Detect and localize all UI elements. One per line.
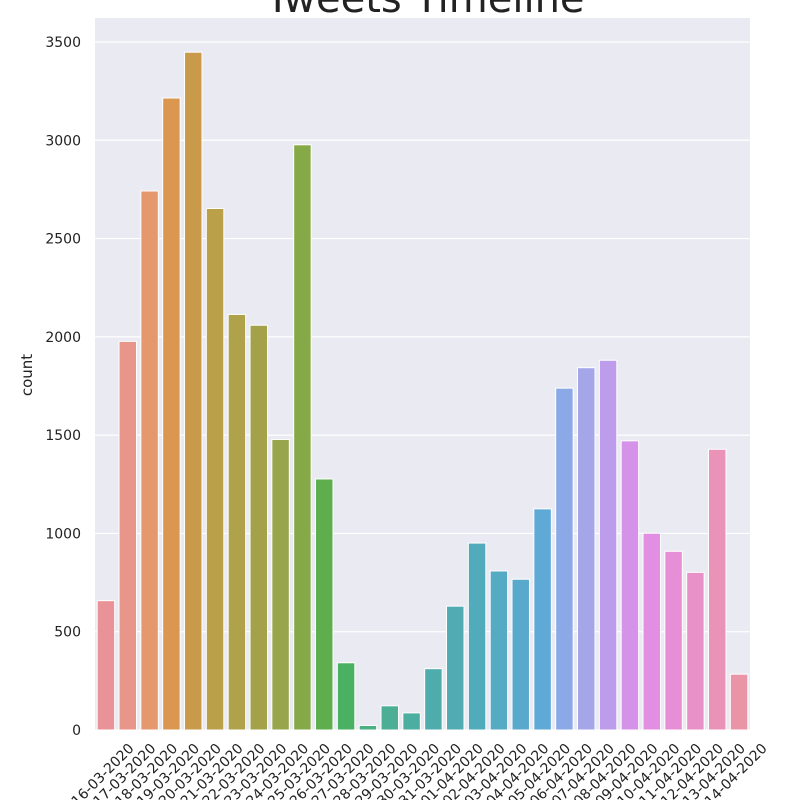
bar [227,313,247,731]
bar [205,207,225,731]
bar [467,542,487,731]
bar [380,705,399,731]
bar [402,712,421,731]
bar [620,440,640,731]
bar [96,600,116,731]
bar [118,340,137,731]
bar [424,668,443,731]
bar [162,97,181,731]
bar [140,190,159,731]
bar [446,605,465,731]
y-tick-label: 500 [54,625,81,641]
y-tick-label: 3000 [45,133,81,149]
bar [293,144,312,731]
bar [598,359,618,731]
bar [577,367,596,731]
bar [315,478,334,731]
bar [533,508,552,731]
bar [184,51,203,731]
bar [249,324,268,731]
y-tick-label: 0 [72,723,81,739]
bar [271,438,290,731]
y-tick-label: 3500 [45,35,81,51]
y-tick-label: 1000 [45,526,81,542]
y-tick-label: 2000 [45,330,81,346]
y-tick-label: 2500 [45,232,81,248]
bar [642,532,661,731]
bar [489,570,509,731]
y-tick-label: 1500 [45,428,81,444]
chart-title: Tweets Timeline [264,0,584,22]
bar [729,673,749,731]
bar [336,662,356,731]
bar [358,724,378,731]
bar [686,571,705,731]
y-axis-label: count [18,354,36,396]
bar [664,550,683,731]
bar [555,387,574,731]
bar [511,578,530,731]
plot-background [95,18,750,730]
bar [708,448,727,731]
